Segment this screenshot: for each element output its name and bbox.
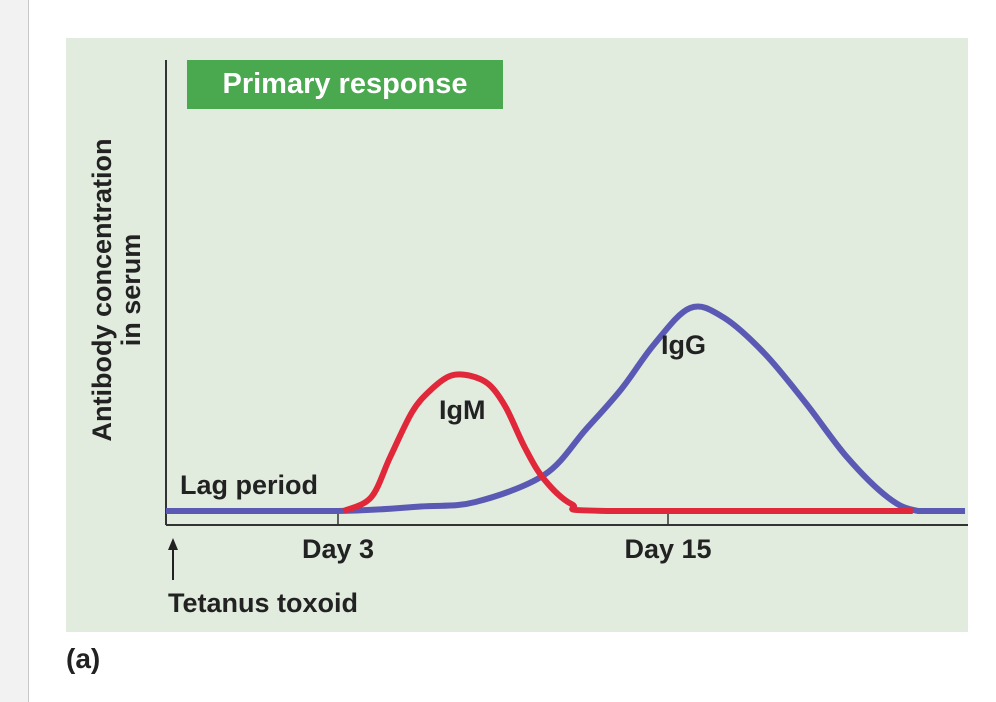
tick-label-day-3: Day 3 [301,534,375,564]
tick-label-day-15: Day 15 [624,534,712,564]
chart-title: Primary response [187,60,503,109]
figure-label: (a) [66,643,101,674]
series-line-igg [166,303,965,515]
left-margin [0,0,29,702]
series-label-igm: IgM [439,395,486,425]
chart-panel [66,38,968,632]
tetanus-toxoid-label: Tetanus toxoid [168,588,359,618]
series-label-igg: IgG [661,330,706,360]
arrow-up-icon [168,538,178,550]
lag-period-label: Lag period [180,470,319,500]
series-line-igm [342,371,913,514]
